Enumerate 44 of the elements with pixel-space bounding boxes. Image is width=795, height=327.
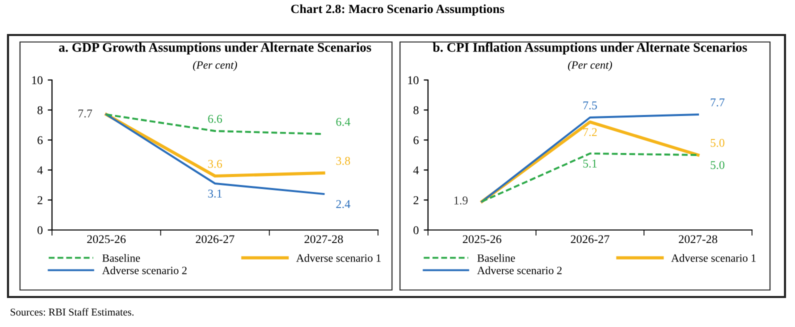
data-label: 7.7 xyxy=(78,110,92,118)
data-label: 6.4 xyxy=(336,118,350,126)
chart-subtitle: (Per cent) xyxy=(193,60,238,71)
y-tick-label: 10 xyxy=(408,76,419,84)
chart-subtitle: (Per cent) xyxy=(568,60,612,71)
y-tick-label: 6 xyxy=(38,136,43,144)
y-tick-label: 8 xyxy=(414,106,419,114)
data-label: 3.1 xyxy=(208,190,222,198)
y-tick-label: 10 xyxy=(32,76,43,84)
y-tick-label: 2 xyxy=(414,196,418,204)
data-label: 1.9 xyxy=(454,196,468,205)
legend-label: Baseline xyxy=(477,254,515,262)
x-tick-label: 2026-27 xyxy=(196,235,234,244)
x-tick-label: 2027-28 xyxy=(304,235,343,244)
y-tick-label: 0 xyxy=(38,226,43,234)
legend-label: Adverse scenario 2 xyxy=(477,266,562,274)
x-tick-label: 2025-26 xyxy=(87,235,126,244)
chart-title: a. GDP Growth Assumptions under Alternate Scenarios xyxy=(58,42,372,54)
caption: Chart 2.8: Macro Scenario Assumptions xyxy=(291,4,504,16)
y-tick-label: 6 xyxy=(414,136,419,144)
legend-label: Adverse scenario 1 xyxy=(296,254,381,262)
data-label: 5.0 xyxy=(710,138,724,147)
data-label: 3.8 xyxy=(336,156,350,165)
y-tick-label: 2 xyxy=(38,196,42,204)
legend-label: Adverse scenario 1 xyxy=(671,254,756,262)
data-label: 7.7 xyxy=(710,98,724,106)
data-label: 5.0 xyxy=(710,161,724,170)
y-tick-label: 8 xyxy=(38,106,43,114)
data-label: 7.2 xyxy=(583,128,597,136)
data-label: 5.1 xyxy=(583,160,597,168)
y-tick-label: 4 xyxy=(413,166,419,174)
data-label: 2.4 xyxy=(336,200,350,208)
legend-label: Baseline xyxy=(102,254,140,262)
y-tick-label: 0 xyxy=(414,226,419,234)
y-tick-label: 4 xyxy=(37,166,43,174)
chart-title: b. CPI Inflation Assumptions under Alternate Scenarios xyxy=(432,42,747,54)
data-label: 7.5 xyxy=(583,101,597,110)
x-tick-label: 2026-27 xyxy=(570,235,610,244)
legend-label: Adverse scenario 2 xyxy=(102,266,187,274)
data-label: 6.6 xyxy=(208,114,222,123)
data-label: 3.6 xyxy=(208,160,222,168)
x-tick-label: 2025-26 xyxy=(462,235,502,244)
source-note: Sources: RBI Staff Estimates. xyxy=(10,308,134,316)
x-tick-label: 2027-28 xyxy=(678,235,718,244)
